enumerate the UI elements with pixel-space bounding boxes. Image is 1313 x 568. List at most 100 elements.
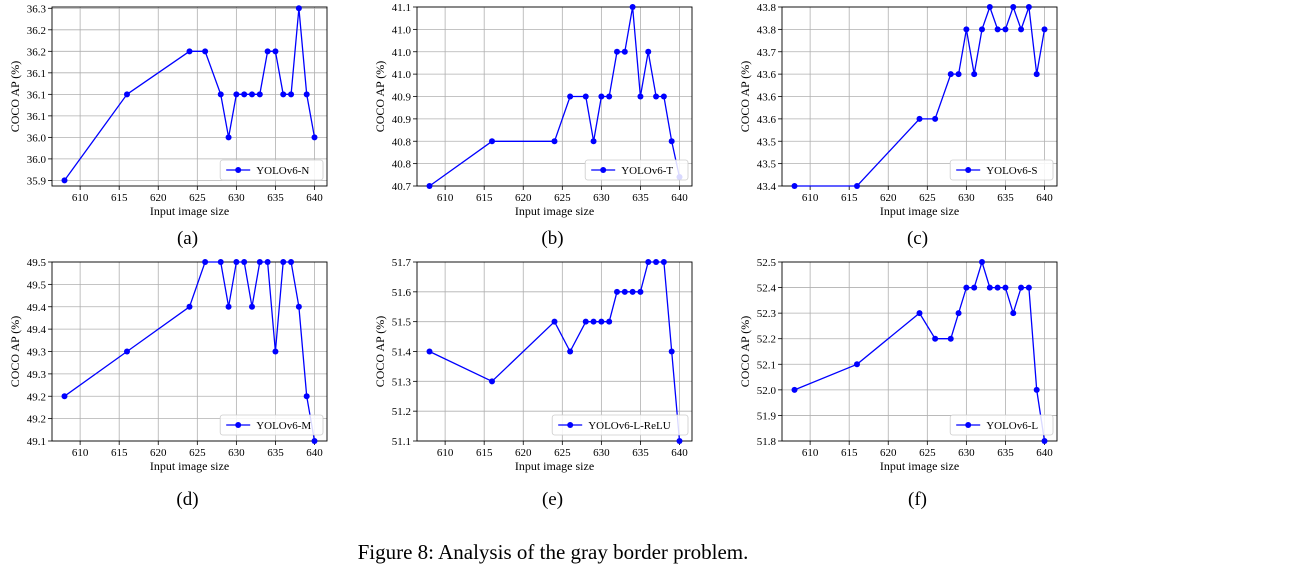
- legend: YOLOv6-S: [949, 159, 1054, 181]
- y-axis-label: COCO AP (%): [8, 316, 22, 388]
- legend-label: YOLOv6-M: [256, 420, 311, 432]
- data-point: [590, 318, 597, 325]
- y-tick-label: 49.4: [27, 324, 47, 336]
- y-axis-label: COCO AP (%): [373, 316, 387, 388]
- data-point: [280, 91, 287, 98]
- y-tick-label: 36.2: [27, 46, 46, 58]
- y-tick-label: 52.5: [757, 257, 777, 269]
- y-axis-label: COCO AP (%): [738, 316, 752, 388]
- chart-panel-5: 610 615 620 625 630 635 640 51.1 51.2 51.3 51.4 51.…: [373, 257, 693, 510]
- data-point: [986, 4, 993, 10]
- data-point: [551, 318, 558, 325]
- data-point: [233, 91, 240, 98]
- panel-label: (f): [908, 489, 927, 510]
- legend-marker: [567, 422, 574, 428]
- x-tick-label: 625: [554, 192, 571, 204]
- data-point: [598, 93, 605, 100]
- data-point: [637, 288, 644, 295]
- y-tick-label: 51.6: [392, 287, 412, 299]
- legend-marker: [965, 167, 972, 173]
- x-tick-label: 635: [997, 192, 1014, 204]
- data-point: [606, 318, 613, 325]
- x-tick-label: 630: [593, 192, 610, 204]
- x-tick-label: 620: [880, 192, 897, 204]
- data-point: [1010, 4, 1017, 10]
- x-tick-label: 615: [476, 447, 493, 459]
- y-tick-label: 51.9: [757, 410, 777, 422]
- data-point: [660, 93, 667, 100]
- data-point: [272, 48, 279, 55]
- x-tick-label: 625: [189, 192, 206, 204]
- x-axis-label: Input image size: [515, 459, 594, 473]
- y-tick-label: 43.8: [757, 24, 777, 36]
- x-tick-label: 615: [111, 447, 128, 459]
- data-point: [582, 318, 589, 325]
- y-tick-label: 40.9: [392, 114, 412, 126]
- data-point: [963, 284, 970, 291]
- data-point: [311, 438, 318, 444]
- legend-label: YOLOv6-L: [986, 420, 1038, 432]
- data-point: [217, 259, 224, 265]
- data-point: [994, 26, 1001, 33]
- y-tick-label: 40.8: [392, 159, 412, 171]
- chart-panel-1: 610 615 620 625 630 635 640 35.9 36.0 36.0 36.1 36.…: [8, 3, 328, 249]
- data-point: [241, 259, 248, 265]
- data-point: [249, 91, 255, 98]
- y-tick-label: 49.2: [27, 414, 46, 426]
- data-point: [653, 93, 660, 100]
- data-point: [1018, 284, 1025, 291]
- data-point: [916, 310, 923, 317]
- data-point: [932, 115, 939, 122]
- x-tick-label: 615: [841, 447, 858, 459]
- y-tick-label: 41.0: [392, 69, 412, 81]
- data-point: [186, 303, 193, 310]
- data-point: [489, 138, 495, 145]
- y-tick-label: 35.9: [27, 175, 47, 187]
- legend-marker: [965, 422, 972, 428]
- data-point: [233, 259, 240, 265]
- panel-label: (d): [176, 489, 198, 510]
- data-point: [963, 26, 970, 33]
- data-point: [311, 134, 318, 141]
- data-point: [1025, 4, 1032, 10]
- data-point: [249, 303, 255, 310]
- x-axis-label: Input image size: [515, 204, 594, 218]
- y-tick-label: 40.9: [392, 92, 412, 104]
- data-point: [264, 48, 271, 55]
- x-tick-label: 620: [515, 192, 532, 204]
- data-point: [645, 48, 652, 55]
- data-point: [629, 288, 636, 295]
- data-point: [979, 26, 985, 33]
- y-axis-label: COCO AP (%): [373, 61, 387, 133]
- data-point: [567, 348, 574, 355]
- figure: 610 615 620 625 630 635 640 35.9 36.0 36.0 36.1 36.…: [8, 2, 1058, 510]
- y-tick-label: 40.7: [392, 181, 412, 193]
- data-point: [295, 303, 302, 310]
- legend-marker: [235, 167, 242, 173]
- y-tick-label: 52.3: [757, 308, 777, 320]
- y-tick-label: 51.8: [757, 436, 777, 448]
- y-tick-label: 36.0: [27, 154, 47, 166]
- data-point: [225, 303, 232, 310]
- x-axis-label: Input image size: [880, 459, 959, 473]
- y-tick-label: 49.3: [27, 347, 47, 359]
- data-point: [791, 386, 798, 393]
- x-tick-label: 640: [671, 192, 688, 204]
- x-tick-label: 620: [880, 447, 897, 459]
- chart-panel-4: 610 615 620 625 630 635 640 49.1 49.2 49.2 49.3 49.…: [8, 257, 328, 510]
- y-tick-label: 43.5: [757, 159, 777, 171]
- y-tick-label: 52.0: [757, 385, 777, 397]
- data-point: [241, 91, 248, 98]
- data-point: [590, 138, 597, 145]
- y-axis-label: COCO AP (%): [8, 61, 22, 133]
- legend-box: [219, 414, 324, 436]
- x-tick-label: 615: [841, 192, 858, 204]
- data-point: [303, 91, 310, 98]
- x-tick-label: 610: [437, 192, 454, 204]
- y-tick-label: 43.6: [757, 92, 777, 104]
- data-point: [629, 4, 636, 10]
- x-tick-label: 640: [306, 192, 323, 204]
- data-point: [567, 93, 574, 100]
- x-tick-label: 620: [515, 447, 532, 459]
- y-tick-label: 43.5: [757, 136, 777, 148]
